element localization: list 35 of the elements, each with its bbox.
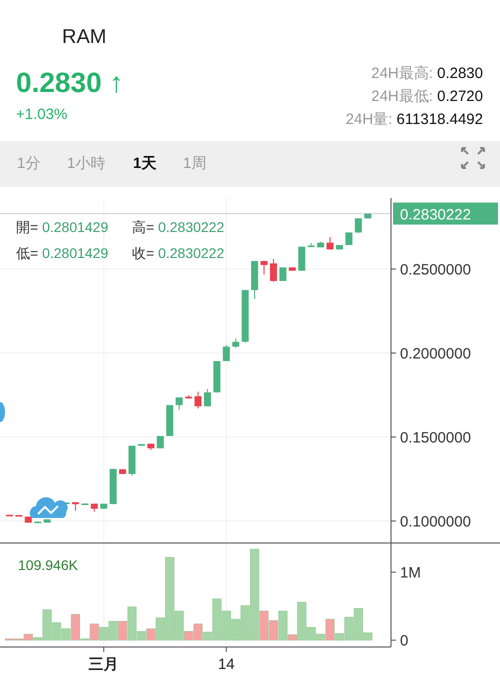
ref-line-label: 0.2830222 bbox=[400, 206, 471, 224]
x-tick-label: 三月 bbox=[88, 656, 119, 673]
x-tick-label: 14 bbox=[218, 656, 235, 673]
y-tick-label: 0.2000000 bbox=[400, 345, 471, 362]
annotation: 109.946K bbox=[18, 557, 79, 573]
text: 1天 bbox=[133, 155, 158, 172]
text: 24H最高: 0.2830 bbox=[371, 65, 483, 82]
candlestick bbox=[326, 236, 334, 250]
text: +1.03% bbox=[16, 106, 68, 123]
annotation: 低= 0.2801429 bbox=[16, 245, 108, 261]
candlestick bbox=[270, 258, 277, 282]
candlestick bbox=[204, 388, 211, 407]
y-tick-label: 0 bbox=[400, 632, 408, 650]
candlestick bbox=[176, 396, 183, 410]
candlestick bbox=[354, 218, 362, 234]
text: 1周 bbox=[183, 155, 206, 172]
text: 1分 bbox=[17, 155, 40, 172]
candlestick bbox=[194, 391, 202, 409]
text: 0.2830 ↑ bbox=[16, 67, 124, 98]
text: RAM bbox=[62, 26, 106, 48]
y-tick-label: 0.1500000 bbox=[400, 429, 471, 446]
y-tick-label: 0.2500000 bbox=[400, 261, 471, 278]
candlestick bbox=[279, 266, 286, 282]
candlestick bbox=[156, 436, 164, 449]
annotation: 高= 0.2830222 bbox=[132, 219, 224, 235]
annotation: 收= 0.2830222 bbox=[132, 245, 224, 261]
text: 24H量: 611318.4492 bbox=[346, 111, 483, 128]
candlestick bbox=[222, 344, 230, 362]
annotation: 開= 0.2801429 bbox=[16, 219, 108, 235]
text: 24H最低: 0.2720 bbox=[371, 88, 483, 105]
candlestick bbox=[260, 260, 268, 275]
y-tick-label: 0.1000000 bbox=[400, 513, 471, 530]
y-tick-label: 1M bbox=[400, 564, 421, 582]
candlestick bbox=[232, 338, 240, 348]
text: 1小時 bbox=[67, 155, 106, 172]
